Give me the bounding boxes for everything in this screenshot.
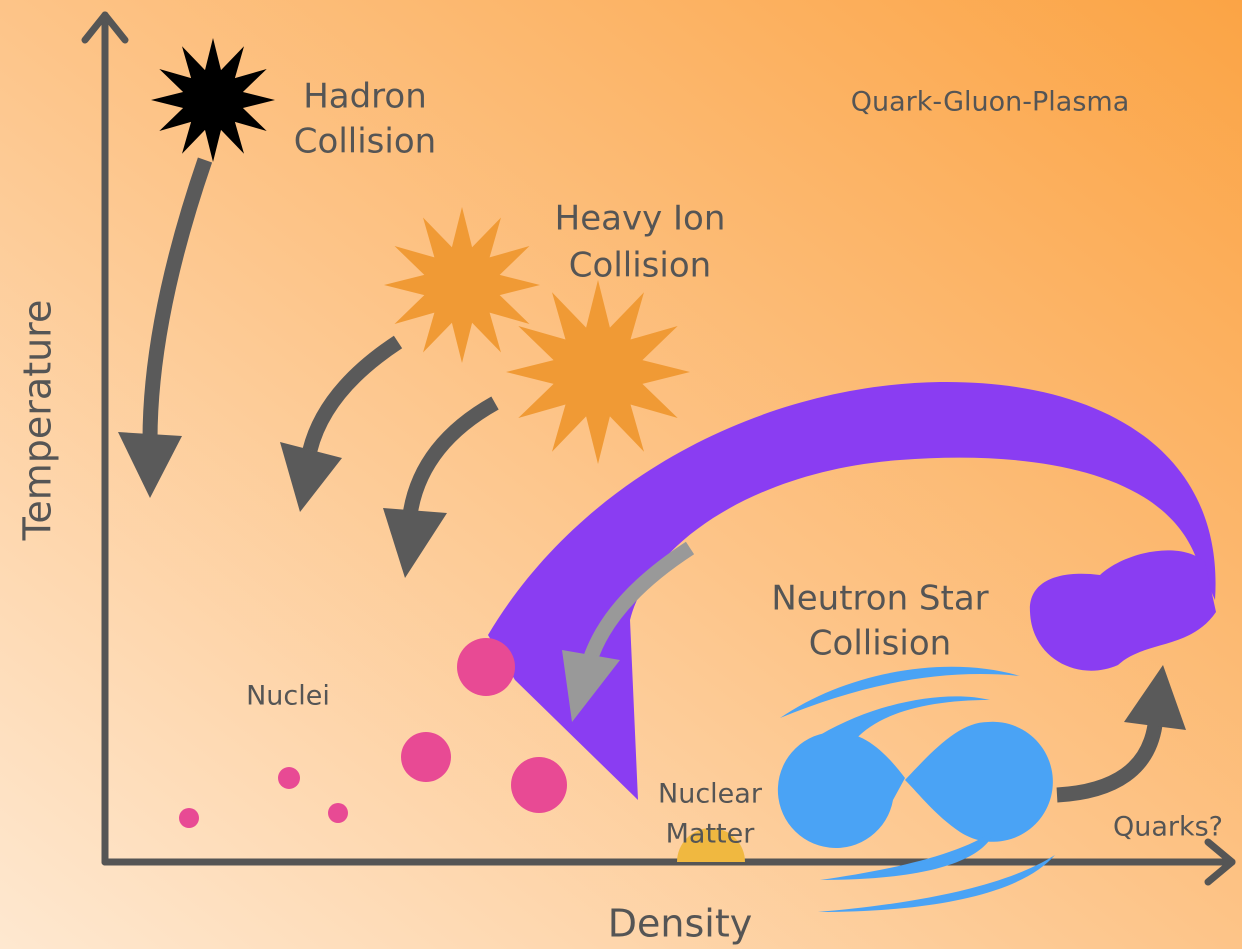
label: Heavy Ion <box>555 199 726 239</box>
nuclear-matter <box>677 828 745 862</box>
label: Nuclear <box>658 779 763 810</box>
nuclei-dots <box>179 638 567 828</box>
label: Collision <box>294 122 436 162</box>
label: Neutron Star <box>771 579 988 619</box>
y-axis-label: Temperature <box>16 300 60 542</box>
label: Hadron <box>303 77 427 117</box>
hadron-star <box>151 38 275 162</box>
x-axis-label: Density <box>608 902 752 946</box>
label: Matter <box>666 819 756 850</box>
label: Quark-Gluon-Plasma <box>851 87 1130 118</box>
ion-star <box>506 280 690 464</box>
label: Quarks? <box>1113 812 1223 843</box>
purple-band <box>488 381 1216 800</box>
label: Collision <box>569 246 711 286</box>
neutron-stars <box>777 666 1055 912</box>
arrows <box>118 157 1186 803</box>
label: Collision <box>809 624 951 664</box>
purple-blob <box>1029 550 1216 671</box>
label: Nuclei <box>246 681 330 712</box>
ion-star <box>384 207 540 363</box>
